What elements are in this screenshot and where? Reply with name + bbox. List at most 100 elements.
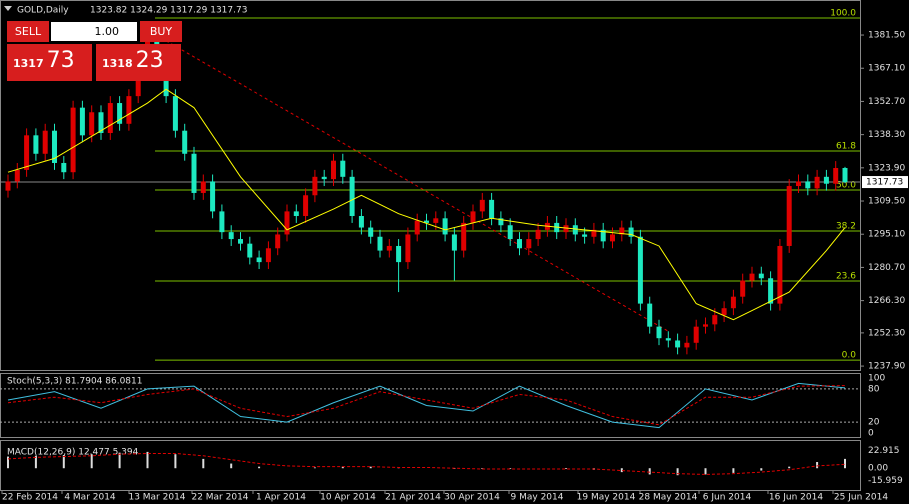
candle-body — [526, 239, 532, 249]
main-panel-frame — [0, 0, 861, 371]
candle-body — [730, 296, 736, 309]
candle-body — [451, 234, 457, 251]
ask-main: 1318 — [102, 57, 133, 70]
candle-body — [79, 107, 85, 136]
ask-price[interactable]: 1318 23 — [96, 44, 181, 81]
candle-body — [107, 103, 113, 134]
candle-body — [693, 326, 699, 343]
candle-body — [823, 176, 829, 184]
fib-label: 61.8 — [836, 141, 856, 151]
candle-body — [52, 130, 57, 163]
stoch-tick-label: 100 — [868, 373, 885, 383]
sell-button[interactable]: SELL — [7, 21, 49, 42]
stoch-title: Stoch(5,3,3) 81.7904 86.0811 — [7, 377, 142, 387]
trade-panel: SELL 1.00 BUY 1317 73 1318 23 — [7, 21, 182, 82]
buy-button[interactable]: BUY — [140, 21, 182, 42]
y-tick-label: 1367.10 — [868, 64, 905, 74]
y-tick-label: 1309.50 — [868, 197, 905, 207]
x-tick-label: 21 Apr 2014 — [385, 493, 441, 503]
candle-body — [442, 218, 448, 235]
fib-label: 50.0 — [836, 180, 856, 190]
candle-body — [517, 239, 522, 249]
candle-body — [70, 107, 76, 173]
candle-body — [619, 227, 625, 235]
candle-body — [833, 168, 839, 184]
candle-body — [721, 308, 727, 316]
candle-body — [265, 248, 271, 263]
y-tick-label: 1381.50 — [868, 31, 905, 41]
y-tick-label: 1323.90 — [868, 163, 905, 173]
candle-body — [228, 232, 234, 240]
lots-input[interactable]: 1.00 — [51, 22, 137, 41]
fib-label: 38.2 — [836, 221, 856, 231]
candle-body — [424, 220, 429, 223]
candle-body — [489, 199, 495, 219]
stoch-tick-label: 0 — [868, 429, 874, 439]
candle-body — [247, 243, 253, 258]
x-tick-label: 10 Apr 2014 — [320, 493, 376, 503]
fib-label: 0.0 — [842, 351, 857, 361]
candle-body — [33, 135, 39, 154]
macd-tick-label: -15.959 — [868, 476, 903, 486]
y-tick-label: 1280.70 — [868, 263, 905, 273]
candle-body — [126, 96, 132, 124]
candle-body — [479, 199, 485, 212]
x-tick-label: 9 May 2014 — [511, 493, 564, 503]
candle-body — [647, 303, 653, 327]
candle-body — [777, 245, 783, 304]
candle-body — [340, 160, 346, 177]
candle-body — [200, 181, 206, 193]
macd-title: MACD(12,26,9) 12.477 5.394 — [7, 448, 139, 458]
stoch-tick-label: 80 — [868, 384, 880, 394]
current-price-box — [862, 176, 908, 189]
candle-body — [312, 176, 318, 196]
candle-body — [684, 342, 690, 348]
candle-body — [498, 218, 504, 226]
stoch-main — [7, 382, 846, 429]
macd-tick-label: 0.00 — [868, 464, 888, 474]
bid-price[interactable]: 1317 73 — [7, 44, 92, 81]
candle-body — [563, 225, 569, 233]
candle-body — [805, 181, 811, 189]
macd-tick-label: 22.915 — [868, 446, 900, 456]
candle-body — [386, 245, 392, 251]
candle-body — [814, 176, 820, 189]
candle-body — [210, 181, 216, 212]
candle-body — [284, 211, 290, 235]
header-ohlc: 1323.82 1324.29 1317.29 1317.73 — [90, 6, 247, 16]
candle-body — [172, 96, 178, 131]
candle-body — [219, 211, 225, 233]
candle-body — [293, 211, 299, 217]
x-tick-label: 6 Jun 2014 — [703, 493, 752, 503]
x-tick-label: 25 Jun 2014 — [834, 493, 888, 503]
candle-body — [14, 169, 20, 182]
candle-body — [786, 186, 792, 246]
y-tick-label: 1252.30 — [868, 328, 905, 338]
y-tick-label: 1266.30 — [868, 296, 905, 306]
candle-body — [842, 168, 848, 183]
x-tick-label: 4 Mar 2014 — [64, 493, 116, 503]
candle-body — [5, 181, 11, 191]
candle-body — [89, 112, 95, 136]
candle-body — [656, 326, 662, 339]
symbol: GOLD,Daily — [17, 6, 69, 16]
candle-body — [61, 162, 67, 173]
moving-average — [7, 88, 846, 321]
y-tick-label: 1295.10 — [868, 230, 905, 240]
candle-body — [117, 103, 123, 124]
candle-body — [358, 216, 364, 228]
stoch-signal — [7, 385, 846, 426]
candle-body — [507, 225, 513, 240]
candle-body — [637, 236, 643, 304]
candle-body — [600, 229, 606, 242]
candle-body — [331, 160, 336, 180]
x-tick-label: 28 May 2014 — [639, 493, 698, 503]
candle-body — [256, 257, 262, 263]
candle-body — [433, 218, 439, 223]
candle-body — [703, 324, 708, 327]
candle-body — [377, 236, 383, 251]
candle-body — [98, 112, 104, 134]
